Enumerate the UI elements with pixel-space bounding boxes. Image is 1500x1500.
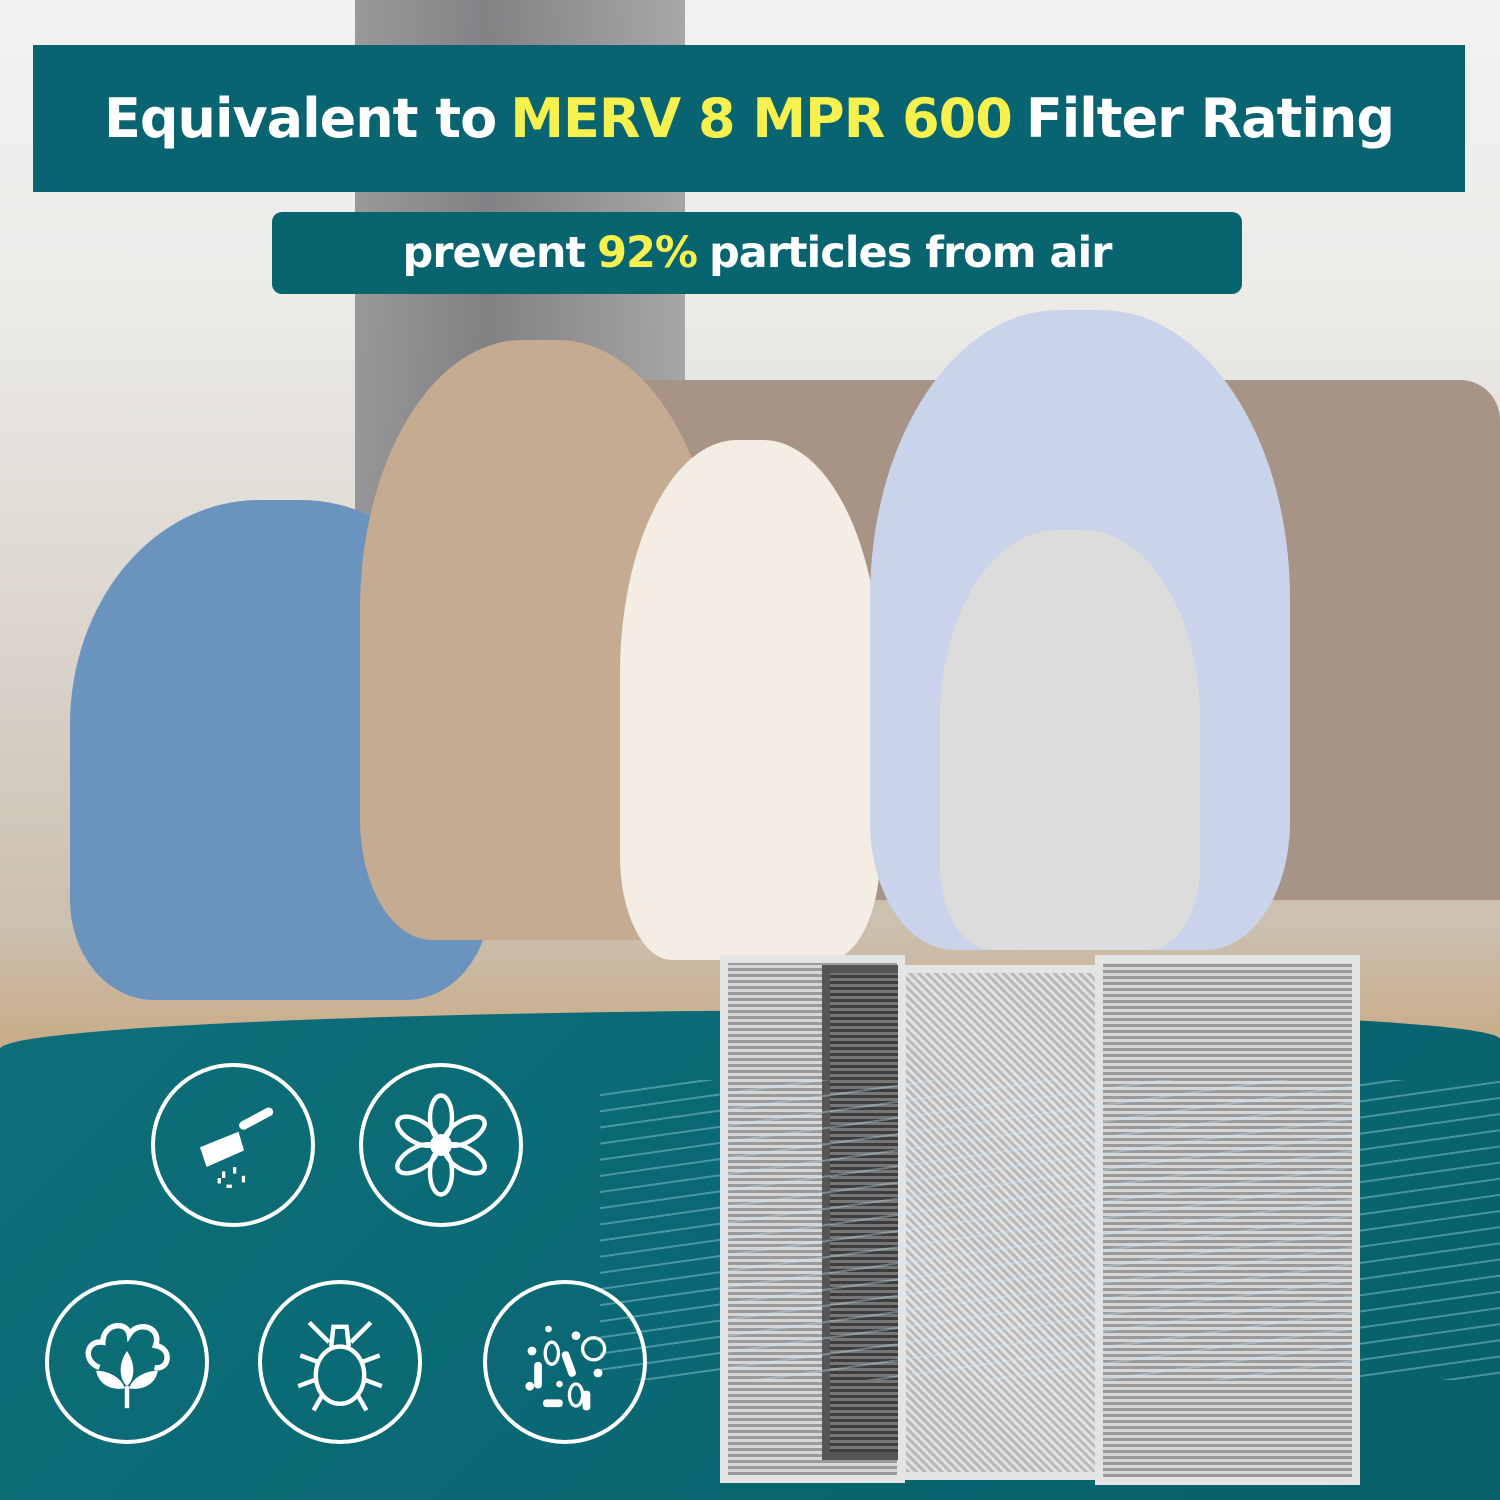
dust-icon xyxy=(151,1063,315,1227)
bacteria-icon xyxy=(483,1280,647,1444)
filter-layer-4 xyxy=(1095,955,1360,1485)
sub-percentage: 92% xyxy=(597,228,698,278)
dog xyxy=(620,440,880,960)
headline-banner: Equivalent to MERV 8 MPR 600 Filter Rati… xyxy=(33,45,1465,192)
boy xyxy=(940,530,1200,950)
filter-layer-3 xyxy=(898,965,1118,1480)
family-with-dog-photo xyxy=(60,300,1460,1020)
headline-prefix: Equivalent to xyxy=(103,87,497,150)
headline-suffix: Filter Rating xyxy=(1025,87,1395,150)
dust-mite-icon xyxy=(258,1280,422,1444)
lint-cotton-icon xyxy=(45,1280,209,1444)
pollen-flower-icon xyxy=(359,1063,523,1227)
sub-suffix: particles from air xyxy=(709,228,1112,278)
headline-rating: MERV 8 MPR 600 xyxy=(510,87,1013,150)
sub-prefix: prevent xyxy=(402,228,587,278)
subheadline-banner: prevent 92% particles from air xyxy=(272,212,1242,294)
